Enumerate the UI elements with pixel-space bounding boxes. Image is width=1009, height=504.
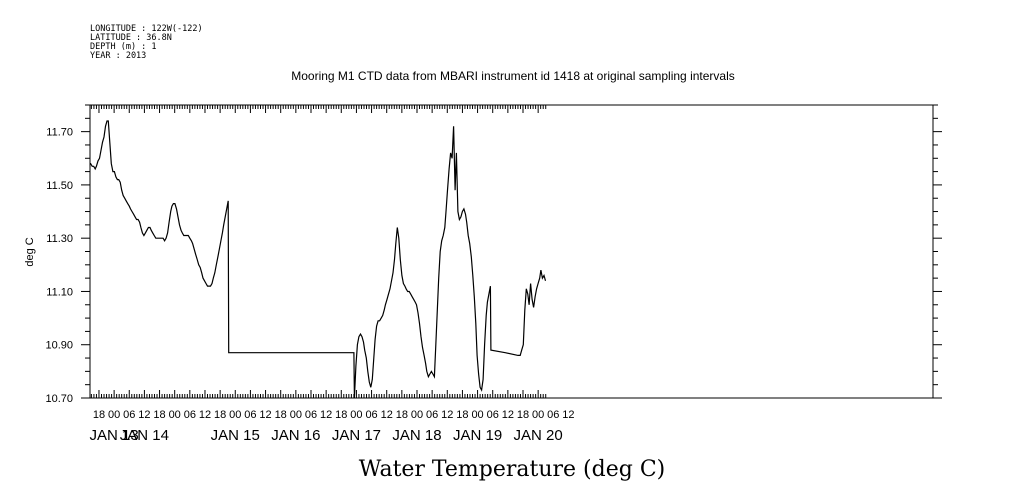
x-tick-label: 00 xyxy=(471,409,483,421)
date-label: JAN 18 xyxy=(392,427,441,444)
date-label: JAN 13 xyxy=(90,427,139,444)
x-tick-label: 00 xyxy=(229,409,241,421)
x-tick-label: 06 xyxy=(305,409,317,421)
x-tick-label: 00 xyxy=(411,409,423,421)
header-longitude: LONGITUDE : 122W(-122) xyxy=(90,24,203,34)
x-tick-label: 00 xyxy=(290,409,302,421)
header-year: YEAR : 2013 xyxy=(90,51,146,61)
header-depth: DEPTH (m) : 1 xyxy=(90,42,157,52)
x-tick-label: 06 xyxy=(244,409,256,421)
x-tick-label: 06 xyxy=(547,409,559,421)
x-tick-label: 12 xyxy=(199,409,211,421)
y-tick-label: 11.70 xyxy=(46,127,73,139)
date-label: JAN 19 xyxy=(453,427,502,444)
x-tick-label: 00 xyxy=(350,409,362,421)
x-axis-label: Water Temperature (deg C) xyxy=(359,457,666,482)
x-tick-label: 18 xyxy=(456,409,468,421)
y-tick-label: 10.90 xyxy=(45,340,73,352)
x-tick-label: 00 xyxy=(169,409,181,421)
x-tick-label: 18 xyxy=(335,409,347,421)
x-tick-label: 06 xyxy=(365,409,377,421)
date-label: JAN 20 xyxy=(514,427,563,444)
x-tick-label: 12 xyxy=(138,409,150,421)
date-label: JAN 16 xyxy=(271,427,320,444)
x-tick-label: 18 xyxy=(153,409,165,421)
x-tick-label: 18 xyxy=(214,409,226,421)
header-latitude: LATITUDE : 36.8N xyxy=(90,33,172,43)
date-label: JAN 14 xyxy=(120,427,169,444)
x-tick-label: 12 xyxy=(441,409,453,421)
x-tick-label: 18 xyxy=(275,409,287,421)
x-tick-label: 12 xyxy=(502,409,514,421)
axis-ticks xyxy=(81,104,942,399)
x-tick-label: 00 xyxy=(108,409,120,421)
date-label: JAN 15 xyxy=(211,427,260,444)
y-tick-label: 11.30 xyxy=(46,233,73,245)
y-tick-label: 11.10 xyxy=(46,286,73,298)
y-axis-label: deg C xyxy=(24,237,36,266)
y-tick-labels: 10.70 10.90 11.10 11.30 11.50 11.70 xyxy=(45,127,73,405)
x-tick-labels: 18 00 06 12 18 00 06 12 18 00 06 12 18 00 06 12 18 00 06 12… xyxy=(93,409,575,421)
header-info: LONGITUDE : 122W(-122) LATITUDE : 36.8N … xyxy=(90,24,203,61)
x-tick-label: 18 xyxy=(517,409,529,421)
x-tick-label: 18 xyxy=(93,409,105,421)
y-tick-label: 11.50 xyxy=(46,180,73,192)
series-line xyxy=(90,120,547,399)
x-tick-label: 06 xyxy=(123,409,135,421)
x-tick-label: 06 xyxy=(426,409,438,421)
chart-title: Mooring M1 CTD data from MBARI instrumen… xyxy=(291,69,735,83)
date-label: JAN 17 xyxy=(332,427,381,444)
y-tick-label: 10.70 xyxy=(45,393,73,405)
x-tick-label: 12 xyxy=(259,409,271,421)
x-tick-label: 18 xyxy=(396,409,408,421)
x-tick-label: 06 xyxy=(487,409,499,421)
x-tick-label: 12 xyxy=(381,409,393,421)
x-tick-label: 06 xyxy=(184,409,196,421)
x-tick-label: 12 xyxy=(320,409,332,421)
x-tick-label: 12 xyxy=(562,409,574,421)
x-tick-label: 00 xyxy=(532,409,544,421)
